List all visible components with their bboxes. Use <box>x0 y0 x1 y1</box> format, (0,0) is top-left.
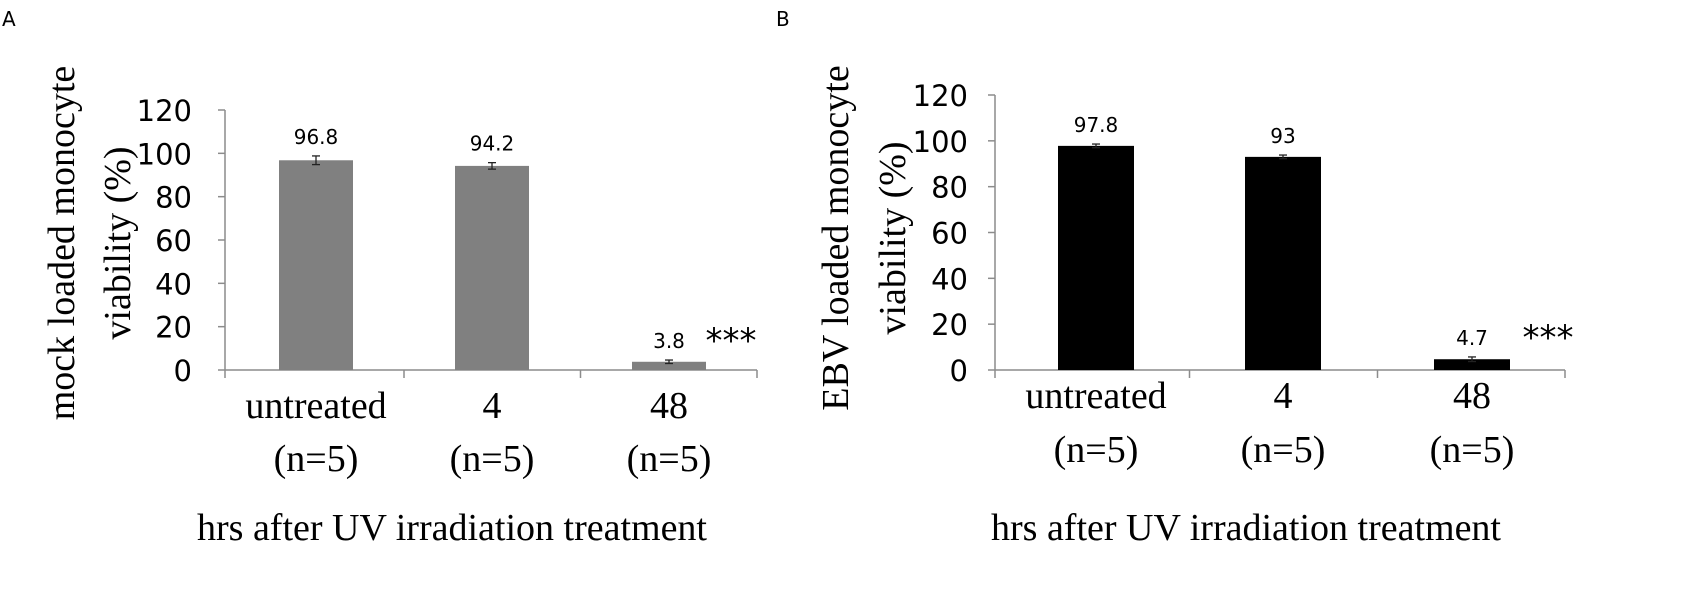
x-category-label: untreated <box>1025 375 1166 417</box>
y-tick-label: 120 <box>137 94 192 128</box>
bar-2 <box>632 361 706 370</box>
y-tick-label: 60 <box>931 217 968 251</box>
y-axis-title: viability (%) <box>872 141 914 334</box>
y-axis-title: mock loaded monocyte <box>41 66 83 421</box>
bar-1 <box>1245 156 1321 370</box>
x-category-label: (n=5) <box>274 438 359 480</box>
x-category-label: (n=5) <box>1241 429 1326 471</box>
y-tick-label: 80 <box>155 181 192 215</box>
significance-marker: *** <box>1523 318 1574 358</box>
chart-panel-B: B 0 20 40 60 80 100 120 97.8 untreated (n=5) 93 4 (n=… <box>776 7 1574 549</box>
bar-0 <box>279 160 353 370</box>
data-label-0: 96.8 <box>294 125 339 149</box>
y-tick-label: 100 <box>137 137 192 171</box>
significance-marker: *** <box>706 321 757 361</box>
bar-1 <box>455 165 529 370</box>
bar-0 <box>1058 145 1134 370</box>
x-category-label: (n=5) <box>1430 429 1515 471</box>
y-tick-label: 0 <box>174 354 192 388</box>
x-category-label: (n=5) <box>450 438 535 480</box>
chart-panel-A: A 0 20 40 60 80 100 120 96.8 untreated (n=5) 94.2 4 (… <box>2 7 758 549</box>
panel-label: B <box>776 7 790 31</box>
y-tick-label: 60 <box>155 224 192 258</box>
panel-label: A <box>2 7 16 31</box>
x-category-label: (n=5) <box>1054 429 1139 471</box>
data-label-1: 93 <box>1270 124 1295 148</box>
y-axis-title: EBV loaded monocyte <box>815 65 857 410</box>
y-tick-label: 0 <box>950 354 968 388</box>
data-label-1: 94.2 <box>470 132 515 156</box>
x-category-label: 4 <box>483 385 502 427</box>
x-category-label: 48 <box>1453 375 1491 417</box>
y-tick-label: 100 <box>913 125 968 159</box>
y-tick-label: 20 <box>155 311 192 345</box>
y-tick-label: 20 <box>931 308 968 342</box>
data-label-2: 3.8 <box>653 329 685 353</box>
x-category-label: 4 <box>1274 375 1293 417</box>
x-axis-title: hrs after UV irradiation treatment <box>197 507 707 549</box>
x-axis-title: hrs after UV irradiation treatment <box>991 507 1501 549</box>
y-tick-label: 40 <box>155 267 192 301</box>
x-category-label: untreated <box>245 385 386 427</box>
x-category-label: 48 <box>650 385 688 427</box>
data-label-2: 4.7 <box>1456 326 1488 350</box>
y-axis-title: viability (%) <box>97 146 139 339</box>
data-label-0: 97.8 <box>1074 113 1119 137</box>
bar-2 <box>1434 359 1510 370</box>
x-category-label: (n=5) <box>627 438 712 480</box>
y-tick-label: 40 <box>931 262 968 296</box>
y-tick-label: 80 <box>931 171 968 205</box>
y-tick-label: 120 <box>913 79 968 113</box>
